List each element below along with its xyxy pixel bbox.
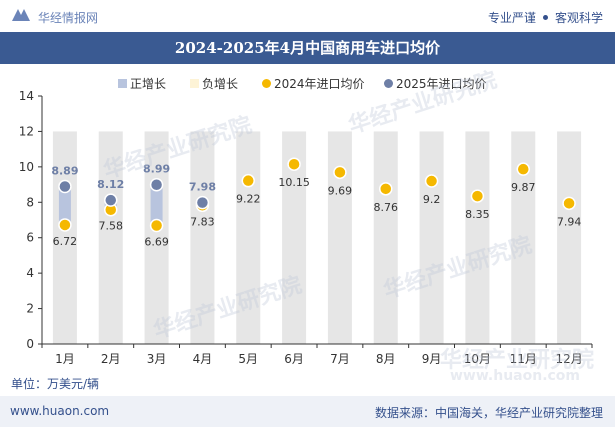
point-2025 <box>195 195 210 210</box>
column-bg <box>373 131 398 344</box>
point-2025 <box>104 193 118 207</box>
growth-bars <box>58 184 209 226</box>
x-tick-label: 2月 <box>101 352 121 366</box>
footer: www.huaon.com 数据来源：中国海关，华经产业研究院整理 <box>0 396 615 427</box>
column-backgrounds <box>52 131 582 344</box>
legend-swatch-1 <box>118 79 127 88</box>
legend-label-4: 2025年进口均价 <box>396 77 487 91</box>
point-2024 <box>241 173 255 188</box>
point-2024 <box>379 182 393 196</box>
point-2024 <box>562 196 576 211</box>
x-tick-label: 9月 <box>422 352 442 366</box>
watermark: 华经产业研究院 <box>440 348 595 373</box>
legend-label-1: 正增长 <box>130 77 166 91</box>
point-2024 <box>287 157 301 171</box>
tagline: 专业严谨 客观科学 <box>488 9 603 26</box>
y-tick-label: 12 <box>19 124 34 138</box>
x-tick-label: 1月 <box>55 352 75 366</box>
data-source: 数据来源：中国海关，华经产业研究院整理 <box>374 406 603 420</box>
legend-label-3: 2024年进口均价 <box>274 77 365 91</box>
label-2024: 6.72 <box>53 235 78 248</box>
x-tick-label: 10月 <box>464 352 491 366</box>
x-tick-label: 8月 <box>376 352 396 366</box>
data-labels: 6.72 7.58 6.69 7.83 9.22 10.15 9.69 8.76 9.2 8.35… <box>51 163 581 249</box>
column-bg <box>98 131 123 344</box>
column-bg <box>557 131 582 344</box>
label-2024: 7.94 <box>557 215 582 228</box>
x-tick-label: 7月 <box>330 352 350 366</box>
column-bg <box>190 131 215 344</box>
huajing-logo-icon <box>12 9 30 21</box>
website: www.huaon.com <box>10 404 110 418</box>
y-tick-label: 6 <box>26 231 34 245</box>
tagline-left: 专业严谨 <box>487 11 536 25</box>
label-2024: 8.35 <box>465 208 490 221</box>
label-2024: 9.2 <box>423 193 441 206</box>
y-tick-label: 10 <box>19 160 34 174</box>
label-2025: 8.12 <box>97 178 124 191</box>
top-bar: 华经情报网 专业严谨 客观科学 <box>0 0 615 32</box>
y-tick-label: 8 <box>26 195 34 209</box>
chart-legend: 正增长 负增长 2024年进口均价 2025年进口均价 <box>118 77 487 91</box>
watermark-url: www.huaon.com <box>450 368 581 384</box>
y-tick-label: 2 <box>26 302 34 316</box>
x-tick-label: 11月 <box>510 352 537 366</box>
label-2024: 6.69 <box>144 235 169 248</box>
column-bg <box>52 131 77 344</box>
data-points <box>58 157 576 233</box>
positive-growth-bar <box>150 184 163 226</box>
y-tick-label: 0 <box>26 337 34 351</box>
column-bg <box>144 131 169 344</box>
y-tick-label: 14 <box>19 89 34 103</box>
legend-swatch-2 <box>190 79 199 88</box>
column-bg <box>465 131 490 344</box>
point-2024 <box>149 218 164 233</box>
point-2024 <box>58 218 72 232</box>
tagline-right: 客观科学 <box>554 11 603 25</box>
brand-name: 华经情报网 <box>38 11 99 25</box>
point-2024 <box>470 189 485 203</box>
x-tick-label: 4月 <box>193 352 213 366</box>
positive-growth-bar <box>58 186 71 225</box>
label-2024: 8.76 <box>374 201 399 214</box>
point-2024 <box>516 162 530 176</box>
legend-swatch-3 <box>262 79 271 88</box>
label-2025: 8.99 <box>143 163 170 176</box>
label-2025: 7.98 <box>189 181 216 194</box>
label-2024: 9.87 <box>511 181 536 194</box>
point-2024 <box>424 174 439 188</box>
y-tick-label: 4 <box>26 266 34 280</box>
point-2025 <box>149 177 164 192</box>
column-bg <box>419 131 444 344</box>
unit-label: 单位：万美元/辆 <box>11 377 100 391</box>
label-2025: 8.89 <box>51 165 78 178</box>
x-tick-label: 6月 <box>284 352 304 366</box>
point-2024 <box>333 165 347 180</box>
point-2025 <box>58 179 72 194</box>
label-2024: 9.22 <box>236 193 261 206</box>
x-tick-label: 3月 <box>147 352 167 366</box>
column-bg <box>236 131 261 344</box>
column-bg <box>327 131 352 344</box>
legend-label-2: 负增长 <box>202 77 238 91</box>
x-tick-label: 12月 <box>555 352 582 366</box>
label-2024: 7.83 <box>190 215 215 228</box>
tagline-dot-icon <box>542 15 548 20</box>
chart-area: 正增长 负增长 2024年进口均价 2025年进口均价 0 2 4 6 8 10 12 14 1月 2月… <box>19 77 593 366</box>
label-2024: 7.58 <box>99 220 124 233</box>
x-tick-label: 5月 <box>238 352 258 366</box>
chart-title: 2024-2025年4月中国商用车进口均价 <box>174 39 441 57</box>
legend-swatch-4 <box>384 79 393 88</box>
chart-axes: 0 2 4 6 8 10 12 14 1月 2月 3月 4月 5月 6月 7月 8月 9月 10月 11月 12月 <box>19 89 593 366</box>
label-2024: 9.69 <box>328 184 353 197</box>
label-2024: 10.15 <box>278 176 310 189</box>
title-bar: 2024-2025年4月中国商用车进口均价 <box>0 32 615 64</box>
